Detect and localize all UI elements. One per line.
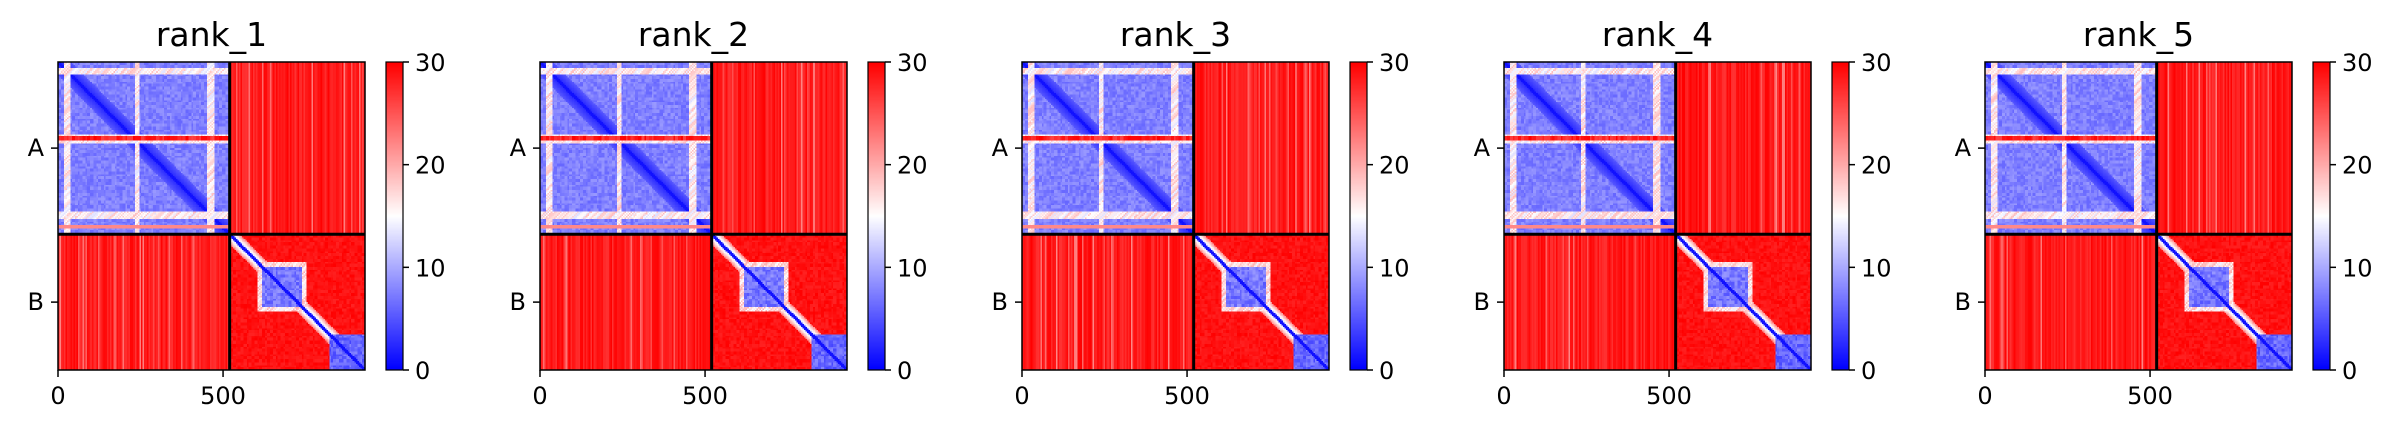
colorbar-tick-label: 20	[2342, 152, 2373, 180]
pae-panel-4: rank_4 0 500 A B 0 10 20 30	[1474, 15, 1892, 410]
colorbar	[1832, 62, 1849, 370]
colorbar-tick-label: 0	[1379, 357, 1394, 385]
y-tick-label-chain: A	[510, 134, 527, 162]
colorbar-frame	[1349, 61, 1368, 371]
colorbar-tick-label: 30	[897, 49, 928, 77]
colorbar-tick-label: 20	[415, 152, 446, 180]
axes-frame	[57, 61, 366, 371]
y-tick-label-chain: A	[1474, 134, 1491, 162]
colorbar-frame	[867, 61, 886, 371]
y-tick-label-chain: B	[510, 288, 526, 316]
colorbar-tick-label: 0	[415, 357, 430, 385]
colorbar-tick-label: 20	[1379, 152, 1410, 180]
colorbar-tick-label: 20	[897, 152, 928, 180]
pae-heatmap	[1504, 62, 1811, 370]
pae-panel-2: rank_2 0 500 A B 0 10 20 30	[510, 15, 928, 410]
x-tick-label: 0	[1977, 382, 1992, 410]
axes-frame	[1503, 61, 1812, 371]
y-tick-label-chain: B	[28, 288, 44, 316]
y-tick-label-chain: B	[1955, 288, 1971, 316]
colorbar-tick-label: 20	[1861, 152, 1892, 180]
colorbar-tick-label: 30	[2342, 49, 2373, 77]
axes-frame	[1021, 61, 1330, 371]
y-tick-label-chain: B	[992, 288, 1008, 316]
x-tick-label: 500	[200, 382, 246, 410]
colorbar-tick-label: 10	[1861, 254, 1892, 282]
colorbar	[2313, 62, 2330, 370]
colorbar-tick-label: 10	[2342, 254, 2373, 282]
colorbar-tick-label: 10	[1379, 254, 1410, 282]
panel-title: rank_5	[2083, 15, 2194, 54]
pae-heatmap	[1985, 62, 2292, 370]
panel-title: rank_1	[156, 15, 267, 54]
x-tick-label: 500	[1646, 382, 1692, 410]
y-tick-label-chain: B	[1474, 288, 1490, 316]
panel-title: rank_2	[638, 15, 749, 54]
panel-title: rank_4	[1602, 15, 1713, 54]
colorbar-tick-label: 0	[1861, 357, 1876, 385]
axes-frame	[539, 61, 848, 371]
x-tick-label: 0	[50, 382, 65, 410]
colorbar-frame	[385, 61, 404, 371]
colorbar-tick-label: 0	[2342, 357, 2357, 385]
y-tick-label-chain: A	[1955, 134, 1972, 162]
x-tick-label: 500	[1164, 382, 1210, 410]
colorbar	[1350, 62, 1367, 370]
panel-title: rank_3	[1120, 15, 1231, 54]
colorbar-frame	[2312, 61, 2331, 371]
pae-panel-3: rank_3 0 500 A B 0 10 20 30	[992, 15, 1410, 410]
colorbar-tick-label: 30	[1861, 49, 1892, 77]
y-tick-label-chain: A	[28, 134, 45, 162]
pae-panel-1: rank_1 0 500 A B 0 10 20 30	[28, 15, 446, 410]
x-tick-label: 500	[682, 382, 728, 410]
colorbar-tick-label: 10	[415, 254, 446, 282]
x-tick-label: 0	[1496, 382, 1511, 410]
pae-heatmap	[1022, 62, 1329, 370]
colorbar-tick-label: 30	[1379, 49, 1410, 77]
colorbar	[386, 62, 403, 370]
axes-frame	[1984, 61, 2293, 371]
colorbar-tick-label: 30	[415, 49, 446, 77]
x-tick-label: 0	[1014, 382, 1029, 410]
pae-panel-5: rank_5 0 500 A B 0 10 20 30	[1955, 15, 2373, 410]
y-tick-label-chain: A	[992, 134, 1009, 162]
colorbar	[868, 62, 885, 370]
colorbar-tick-label: 0	[897, 357, 912, 385]
colorbar-tick-label: 10	[897, 254, 928, 282]
x-tick-label: 500	[2127, 382, 2173, 410]
colorbar-frame	[1831, 61, 1850, 371]
pae-heatmap	[540, 62, 847, 370]
x-tick-label: 0	[532, 382, 547, 410]
pae-heatmap	[58, 62, 365, 370]
